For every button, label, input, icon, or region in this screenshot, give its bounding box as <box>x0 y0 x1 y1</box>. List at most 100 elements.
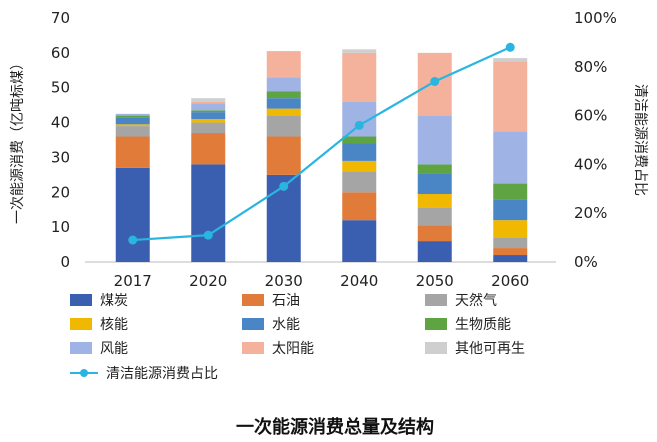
category-label-2030: 2030 <box>265 272 303 290</box>
bar-2020-s2 <box>191 122 226 134</box>
legend-swatch-s7 <box>242 342 264 354</box>
bar-2020-s7 <box>191 101 226 104</box>
category-label-2060: 2060 <box>491 272 529 290</box>
legend-label-s5: 生物质能 <box>455 317 511 333</box>
bar-2020-s0 <box>191 164 226 262</box>
bar-2060-s8 <box>493 58 528 62</box>
bar-2030-s2 <box>266 115 301 137</box>
right-tick-5: 100% <box>574 9 617 27</box>
right-axis-title: 清洁能源消费占比 <box>632 84 648 196</box>
bar-2020-s4 <box>191 112 226 120</box>
left-tick-1: 10 <box>51 218 70 236</box>
bar-2050-s2 <box>417 207 452 226</box>
legend-label-s6: 风能 <box>100 341 128 357</box>
bar-2017-s1 <box>115 136 150 168</box>
bar-2017-s3 <box>115 124 150 127</box>
bar-2017-s2 <box>115 126 150 137</box>
bar-2020-s5 <box>191 110 226 113</box>
bar-2060-s4 <box>493 199 528 221</box>
right-tick-2: 40% <box>574 155 607 173</box>
line-point-2020 <box>203 230 213 240</box>
legend-label-s7: 太阳能 <box>272 341 314 357</box>
bar-2020-s3 <box>191 119 226 123</box>
bar-2060-s0 <box>493 255 528 262</box>
bar-2017-s0 <box>115 167 150 262</box>
bar-2060-s5 <box>493 183 528 200</box>
legend-swatch-s1 <box>242 294 264 306</box>
bar-2020-s6 <box>191 103 226 111</box>
legend-swatch-s8 <box>425 342 447 354</box>
line-point-2060 <box>505 42 515 52</box>
legend-label-s4: 水能 <box>272 317 300 333</box>
legend-label-s1: 石油 <box>272 293 300 309</box>
legend-label-s3: 核能 <box>100 317 128 333</box>
legend-swatch-s0 <box>70 294 92 306</box>
legend-swatch-s4 <box>242 318 264 330</box>
bar-2050-s1 <box>417 225 452 242</box>
left-tick-4: 40 <box>51 114 70 132</box>
legend-line-marker <box>80 369 88 377</box>
legend-swatch-s3 <box>70 318 92 330</box>
bar-2040-s2 <box>342 171 377 193</box>
left-tick-2: 20 <box>51 183 70 201</box>
bar-2050-s5 <box>417 164 452 174</box>
legend-swatch-s2 <box>425 294 447 306</box>
bar-2017-s4 <box>115 117 150 125</box>
right-tick-4: 80% <box>574 58 607 76</box>
legend-swatch-s5 <box>425 318 447 330</box>
bar-2050-s4 <box>417 173 452 195</box>
legend-swatch-s6 <box>70 342 92 354</box>
bar-2050-s6 <box>417 115 452 165</box>
bar-2040-s4 <box>342 143 377 161</box>
clean-energy-line-path <box>132 46 511 242</box>
right-tick-0: 0% <box>574 253 598 271</box>
bar-2060-s3 <box>493 220 528 238</box>
bar-2030-s3 <box>266 108 301 116</box>
category-label-2040: 2040 <box>340 272 378 290</box>
bar-2040-s3 <box>342 160 377 172</box>
bar-2040-s8 <box>342 49 377 53</box>
bar-2030-s4 <box>266 98 301 109</box>
line-point-2040 <box>354 120 364 130</box>
left-tick-3: 30 <box>51 148 70 166</box>
bars <box>115 49 528 262</box>
bar-2030-s1 <box>266 136 301 175</box>
right-tick-1: 20% <box>574 204 607 222</box>
bar-2017-s6 <box>115 113 150 116</box>
bar-2060-s6 <box>493 131 528 184</box>
line-point-2030 <box>279 181 289 191</box>
category-label-2050: 2050 <box>416 272 454 290</box>
left-tick-5: 50 <box>51 79 70 97</box>
clean-energy-line <box>128 42 515 245</box>
bar-2060-s2 <box>493 237 528 249</box>
left-tick-0: 0 <box>60 253 70 271</box>
category-label-2020: 2020 <box>189 272 227 290</box>
bar-2017-s5 <box>115 115 150 118</box>
legend-label-s2: 天然气 <box>455 292 497 309</box>
legend-label-s0: 煤炭 <box>100 293 128 309</box>
bar-2040-s7 <box>342 52 377 102</box>
bar-2040-s5 <box>342 136 377 144</box>
right-tick-3: 60% <box>574 107 607 125</box>
bar-2050-s0 <box>417 241 452 262</box>
bar-2020-s1 <box>191 133 226 165</box>
left-axis-title: 一次能源消费（亿吨标煤） <box>10 56 26 224</box>
bar-2030-s5 <box>266 91 301 99</box>
bar-2060-s1 <box>493 248 528 256</box>
bar-2020-s8 <box>191 98 226 102</box>
line-point-2050 <box>430 76 440 86</box>
bar-2040-s1 <box>342 192 377 221</box>
category-label-2017: 2017 <box>114 272 152 290</box>
left-tick-6: 60 <box>51 44 70 62</box>
legend-label-s8: 其他可再生 <box>455 341 525 357</box>
line-point-2017 <box>128 235 138 245</box>
bar-2030-s7 <box>266 51 301 78</box>
bar-2030-s6 <box>266 77 301 92</box>
bar-2040-s0 <box>342 220 377 262</box>
bar-2050-s3 <box>417 194 452 208</box>
left-tick-7: 70 <box>51 9 70 27</box>
chart-caption: 一次能源消费总量及结构 <box>236 416 434 438</box>
